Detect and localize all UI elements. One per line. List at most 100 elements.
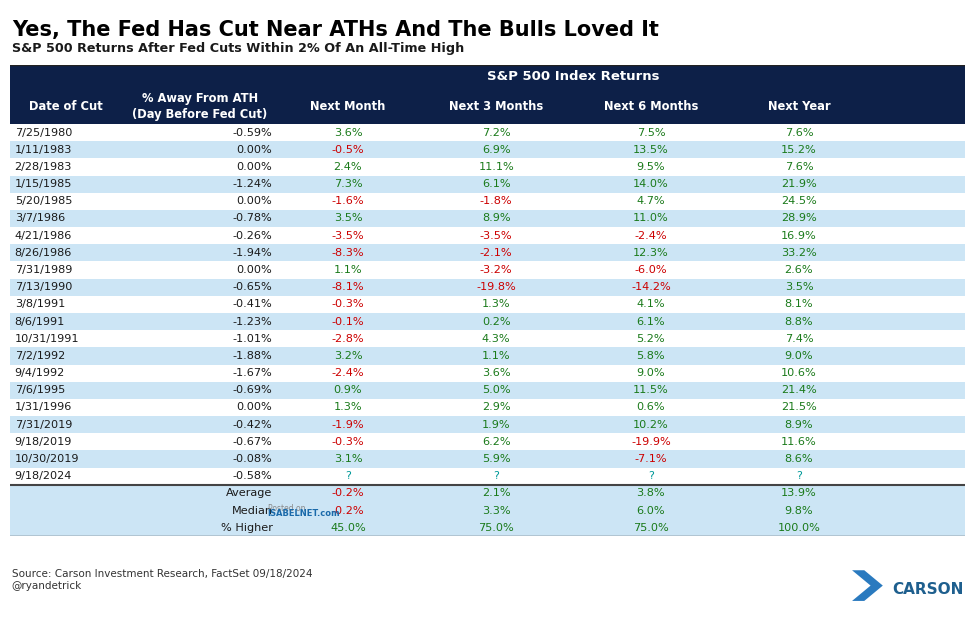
Text: -0.5%: -0.5% xyxy=(332,144,365,155)
Text: 1/11/1983: 1/11/1983 xyxy=(15,144,72,155)
Text: 7.5%: 7.5% xyxy=(637,128,665,138)
Bar xyxy=(10,330,965,347)
Text: 3.3%: 3.3% xyxy=(482,505,510,516)
Text: 0.00%: 0.00% xyxy=(237,144,272,155)
Text: -1.9%: -1.9% xyxy=(332,420,365,430)
Text: -6.0%: -6.0% xyxy=(635,265,667,275)
Text: 9.0%: 9.0% xyxy=(637,368,665,378)
Text: 11.0%: 11.0% xyxy=(633,213,669,223)
Text: Average: Average xyxy=(226,489,272,498)
Text: 75.0%: 75.0% xyxy=(478,523,514,533)
Text: Next 6 Months: Next 6 Months xyxy=(604,100,698,113)
Text: 3.5%: 3.5% xyxy=(333,213,363,223)
Bar xyxy=(10,193,965,210)
Bar xyxy=(10,365,965,382)
Text: -8.3%: -8.3% xyxy=(332,248,365,258)
Text: 0.00%: 0.00% xyxy=(237,197,272,206)
Text: 2/28/1983: 2/28/1983 xyxy=(15,162,72,172)
Text: 9.8%: 9.8% xyxy=(785,505,813,516)
Text: 5.2%: 5.2% xyxy=(637,334,665,343)
Text: -0.2%: -0.2% xyxy=(332,505,365,516)
Text: 7.3%: 7.3% xyxy=(333,179,363,189)
Text: -0.2%: -0.2% xyxy=(332,489,365,498)
Text: 5.8%: 5.8% xyxy=(637,351,665,361)
Text: -0.42%: -0.42% xyxy=(233,420,272,430)
Text: 3/7/1986: 3/7/1986 xyxy=(15,213,65,223)
Text: Yes, The Fed Has Cut Near ATHs And The Bulls Loved It: Yes, The Fed Has Cut Near ATHs And The B… xyxy=(12,20,658,40)
Text: 0.00%: 0.00% xyxy=(237,402,272,412)
Text: Median: Median xyxy=(231,505,272,516)
Text: -14.2%: -14.2% xyxy=(631,282,671,292)
Bar xyxy=(10,278,965,296)
Text: -0.3%: -0.3% xyxy=(332,437,365,447)
Bar xyxy=(10,450,965,467)
Text: 7/25/1980: 7/25/1980 xyxy=(15,128,72,138)
Text: -2.8%: -2.8% xyxy=(332,334,365,343)
Text: 4.3%: 4.3% xyxy=(482,334,510,343)
Text: 75.0%: 75.0% xyxy=(633,523,669,533)
Text: 8/6/1991: 8/6/1991 xyxy=(15,317,65,327)
Text: -1.01%: -1.01% xyxy=(233,334,272,343)
Bar xyxy=(10,399,965,416)
Text: 10.2%: 10.2% xyxy=(633,420,669,430)
Bar xyxy=(10,244,965,262)
Text: 1.1%: 1.1% xyxy=(333,265,363,275)
Text: 7.6%: 7.6% xyxy=(785,128,813,138)
Text: 7/31/2019: 7/31/2019 xyxy=(15,420,72,430)
Text: 3.8%: 3.8% xyxy=(637,489,665,498)
Text: -19.9%: -19.9% xyxy=(631,437,671,447)
Text: 3.1%: 3.1% xyxy=(333,454,363,464)
Text: -1.67%: -1.67% xyxy=(233,368,272,378)
Text: 15.2%: 15.2% xyxy=(781,144,817,155)
Text: S&P 500 Index Returns: S&P 500 Index Returns xyxy=(488,71,660,83)
Text: 0.00%: 0.00% xyxy=(237,162,272,172)
Text: 6.1%: 6.1% xyxy=(637,317,665,327)
Text: 2.9%: 2.9% xyxy=(482,402,510,412)
Text: 8/26/1986: 8/26/1986 xyxy=(15,248,72,258)
Text: 5.0%: 5.0% xyxy=(482,385,510,396)
Text: 16.9%: 16.9% xyxy=(781,231,817,241)
Polygon shape xyxy=(852,570,882,601)
Text: 21.9%: 21.9% xyxy=(781,179,817,189)
Text: -1.8%: -1.8% xyxy=(480,197,513,206)
Bar xyxy=(10,433,965,450)
Text: 1/15/1985: 1/15/1985 xyxy=(15,179,72,189)
Text: 33.2%: 33.2% xyxy=(781,248,817,258)
Text: 7.2%: 7.2% xyxy=(482,128,510,138)
Text: 11.5%: 11.5% xyxy=(633,385,669,396)
Text: -0.78%: -0.78% xyxy=(233,213,272,223)
Text: -8.1%: -8.1% xyxy=(332,282,365,292)
Text: 0.2%: 0.2% xyxy=(482,317,510,327)
Text: 9/18/2019: 9/18/2019 xyxy=(15,437,72,447)
Text: -0.41%: -0.41% xyxy=(233,299,272,309)
Text: S&P 500 Returns After Fed Cuts Within 2% Of An All-Time High: S&P 500 Returns After Fed Cuts Within 2%… xyxy=(12,42,464,55)
Text: -2.4%: -2.4% xyxy=(635,231,667,241)
Bar xyxy=(10,175,965,193)
Text: 9.0%: 9.0% xyxy=(785,351,813,361)
Text: -1.94%: -1.94% xyxy=(233,248,272,258)
Text: -3.5%: -3.5% xyxy=(332,231,365,241)
Text: 1.9%: 1.9% xyxy=(482,420,510,430)
Text: 8.6%: 8.6% xyxy=(785,454,813,464)
Text: -2.4%: -2.4% xyxy=(332,368,365,378)
Text: 100.0%: 100.0% xyxy=(777,523,820,533)
Text: 0.00%: 0.00% xyxy=(237,265,272,275)
Bar xyxy=(10,227,965,244)
Text: 2.1%: 2.1% xyxy=(482,489,510,498)
Text: 1.3%: 1.3% xyxy=(482,299,510,309)
Text: Posted on: Posted on xyxy=(267,503,305,513)
Text: ISABELNET.com: ISABELNET.com xyxy=(267,509,340,518)
Bar xyxy=(10,502,965,519)
Text: 3.6%: 3.6% xyxy=(482,368,510,378)
Text: 10/30/2019: 10/30/2019 xyxy=(15,454,79,464)
Text: Source: Carson Investment Research, FactSet 09/18/2024
@ryandetrick: Source: Carson Investment Research, Fact… xyxy=(12,569,312,591)
Text: 2.6%: 2.6% xyxy=(785,265,813,275)
Text: 7/2/1992: 7/2/1992 xyxy=(15,351,65,361)
Text: Next Month: Next Month xyxy=(310,100,386,113)
Bar xyxy=(10,467,965,485)
Text: -2.1%: -2.1% xyxy=(480,248,513,258)
Bar xyxy=(10,519,965,536)
Text: -1.6%: -1.6% xyxy=(332,197,365,206)
Bar xyxy=(10,296,965,313)
Text: 5.9%: 5.9% xyxy=(482,454,510,464)
